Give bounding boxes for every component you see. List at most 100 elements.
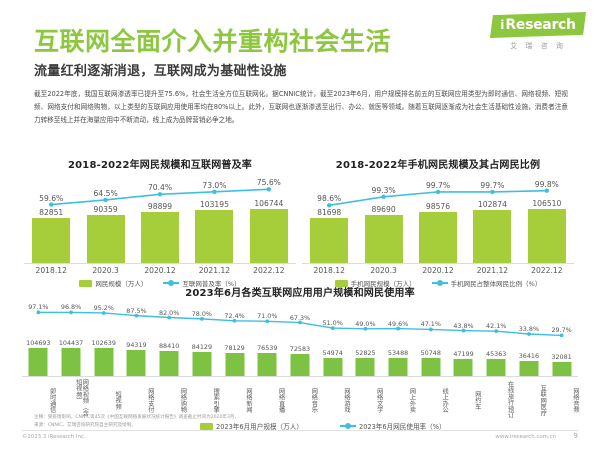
line-value-label: 43.8%	[453, 321, 474, 330]
line-data-point	[36, 310, 41, 315]
bar	[249, 209, 288, 263]
bar	[86, 215, 125, 263]
bar-value-label: 98899	[147, 201, 173, 211]
legend-item-bar: 网民规模（万人）	[79, 278, 147, 288]
bar	[419, 211, 458, 263]
legend-label: 2023年6月网民使用率（%）	[359, 423, 446, 431]
bar	[552, 361, 572, 376]
chart-plot: 82851 59.6% 90359 64.5% 98899 70.4% 103195 73.0…	[24, 175, 296, 263]
line-value-label: 97.1%	[28, 303, 49, 312]
x-tick-label: 网络直播	[277, 387, 285, 413]
line-value-label: 99.3%	[371, 185, 396, 195]
x-tick-label: 2022.12	[531, 266, 563, 275]
x-tick-label: 2020.3	[370, 266, 397, 275]
bar	[453, 358, 473, 376]
line-value-label: 70.4%	[147, 183, 173, 193]
x-tick-label: 2022.12	[253, 266, 285, 275]
bar-value-label: 106744	[254, 199, 284, 208]
chart-column: 47199 43.8%	[447, 302, 480, 376]
legend-item-bar: 2023年6月用户规模（万人）	[200, 421, 303, 431]
chart-columns: 82851 59.6% 90359 64.5% 98899 70.4% 103195 73.0…	[24, 175, 296, 263]
chart-plot: 104693 97.1% 104437 96.8% 102639 95.2% 94319 87…	[22, 302, 578, 376]
line-value-label: 59.6%	[39, 193, 64, 203]
line-value-label: 72.4%	[224, 311, 245, 320]
chart-line-overlay	[49, 187, 271, 207]
chart-column: 32081 29.7%	[545, 302, 578, 376]
chart-column: 52825 49.0%	[349, 302, 382, 376]
chart-title: 2018-2022年网民规模和互联网普及率	[67, 160, 252, 171]
x-tick-label: 网络新闻	[244, 387, 252, 413]
chart-legend: 2023年6月用户规模（万人） 2023年6月网民使用率（%）	[22, 421, 578, 431]
bar-value-label: 106510	[532, 199, 562, 208]
legend-swatch-line-icon	[431, 280, 448, 286]
footer-divider	[22, 430, 578, 431]
bar-value-label: 47199	[453, 349, 474, 358]
line-data-point	[363, 326, 368, 331]
line-value-label: 33.8%	[518, 324, 540, 333]
chart-columns: 81698 98.6% 89690 99.3% 98576 99.7% 102874 99.7…	[302, 175, 574, 263]
copyright-text: ©2023.3 iResearch Inc.	[22, 434, 86, 440]
chart-internet-users: 2018-2022年网民规模和互联网普及率 82851 59.6% 90359 64.…	[24, 156, 296, 288]
bar-value-label: 50748	[420, 349, 441, 358]
x-tick-labels: 即时通信 网络视频（含短视频） 短视频 网络支付 网络购物 搜索引擎 网络新闻 网络直播 网络音…	[22, 379, 579, 421]
bar-value-label: 90359	[93, 205, 118, 215]
line-value-label: 82.0%	[159, 308, 180, 317]
line-data-point	[544, 188, 549, 193]
bar-value-label: 76539	[257, 344, 278, 353]
line-value-label: 95.2%	[93, 303, 114, 312]
bar	[421, 358, 441, 376]
x-tick-label: 2018.12	[35, 266, 67, 275]
x-tick-label: 互联网医疗	[539, 384, 547, 416]
chart-mobile-users: 2018-2022年手机网民规模及其占网民比例 81698 98.6% 89690 9…	[302, 156, 574, 288]
line-data-point	[559, 333, 564, 338]
chart-column: 36416 33.8%	[513, 302, 546, 376]
chart-column: 98576 99.7%	[411, 175, 465, 263]
chart-column: 50748 47.1%	[414, 302, 447, 376]
bar-value-label: 102874	[477, 200, 507, 210]
x-tick-label: 2018.12	[313, 266, 345, 275]
bar-value-label: 53488	[387, 348, 409, 357]
chart-column: 89690 99.3%	[356, 175, 410, 263]
line-value-label: 78.0%	[191, 309, 213, 318]
legend-swatch-bar-icon	[79, 279, 93, 287]
bar-value-label: 72583	[289, 345, 311, 354]
line-value-label: 64.5%	[93, 188, 118, 198]
line-data-point	[435, 189, 441, 195]
chart-title: 2023年6月各类互联网应用用户规模和网民使用率	[185, 288, 415, 299]
x-tick-label: 网络音频	[571, 387, 579, 413]
x-tick-label: 搜索引擎	[212, 387, 220, 413]
line-data-point	[266, 187, 271, 192]
legend-item-bar: 手机网民规模（万人）	[334, 278, 416, 288]
line-value-label: 49.6%	[387, 319, 409, 328]
line-data-point	[212, 189, 217, 194]
line-value-label: 29.7%	[551, 326, 572, 335]
line-data-point	[134, 313, 139, 318]
chart-column: 90359 64.5%	[78, 175, 132, 263]
line-data-point	[494, 329, 499, 334]
x-tick-label: 2020.12	[144, 266, 176, 275]
bar	[310, 218, 349, 263]
bar	[195, 210, 234, 263]
x-tick-label: 线上办公	[441, 387, 449, 413]
bar	[323, 357, 343, 376]
x-tick-label: 2021.12	[476, 266, 509, 275]
line-data-point	[199, 316, 204, 321]
line-value-label: 87.5%	[126, 306, 147, 315]
iresearch-logo: i Research 艾 瑞 咨 询	[490, 12, 586, 51]
chart-column: 76539 71.0%	[251, 302, 284, 376]
line-data-point	[461, 328, 466, 333]
line-value-label: 99.7%	[480, 180, 505, 190]
footnote: 注释：受疫情影响，CNNIC第45次《中国互联网络发展状况统计报告》调查截止时间…	[34, 414, 239, 430]
bar	[257, 353, 277, 376]
line-data-point	[490, 189, 495, 195]
bar-value-label: 78129	[224, 344, 245, 353]
chart-column: 102639 95.2%	[87, 302, 120, 376]
legend-label: 网民规模（万人）	[95, 280, 148, 288]
bar-value-label: 98576	[425, 201, 451, 211]
chart-column: 84129 78.0%	[186, 302, 219, 376]
line-data-point	[49, 202, 54, 207]
bar	[519, 361, 539, 376]
bar-value-label: 84129	[191, 342, 213, 351]
legend-label: 手机网民占整体网民比例（%）	[450, 280, 542, 288]
chart-column: 98899 70.4%	[133, 175, 187, 263]
